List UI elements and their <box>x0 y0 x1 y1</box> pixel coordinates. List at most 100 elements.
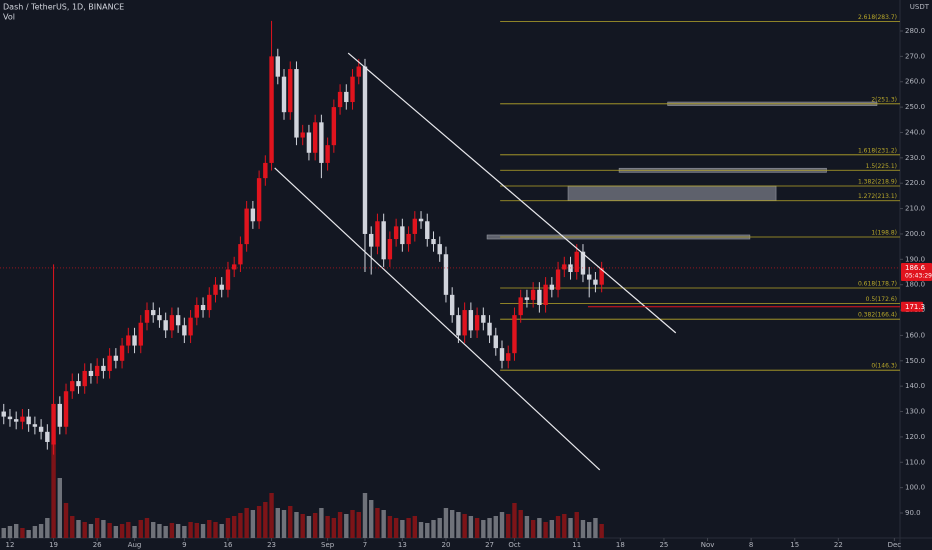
volume-bar <box>456 512 461 538</box>
candle-body <box>244 208 249 245</box>
volume-bar <box>151 522 156 538</box>
candle-body <box>194 304 200 318</box>
candle-body <box>344 91 349 103</box>
candle-body <box>231 264 237 270</box>
candle-body <box>51 403 56 445</box>
volume-bar <box>26 530 31 538</box>
candle-body <box>412 218 418 234</box>
candle-body <box>219 284 224 290</box>
x-tick-label: 12 <box>6 541 15 549</box>
y-tick-label: 250.0 <box>905 103 925 111</box>
volume-bar <box>163 526 168 538</box>
volume-bar <box>175 524 181 538</box>
candle-body <box>200 304 206 311</box>
candle-body <box>599 267 604 285</box>
candle-body <box>574 251 579 273</box>
candle-body <box>263 162 268 179</box>
candle-body <box>113 355 119 361</box>
volume-bar <box>144 518 150 538</box>
volume-bar <box>549 520 555 538</box>
volume-bar <box>543 522 548 538</box>
candle-body <box>312 122 318 153</box>
x-tick-label: 15 <box>790 541 799 549</box>
candle-body <box>468 310 474 331</box>
volume-bar <box>481 520 486 538</box>
candle-body <box>456 315 461 336</box>
level-label: 171.3 <box>905 303 925 311</box>
x-tick-label: 7 <box>363 541 367 549</box>
y-tick-label: 240.0 <box>905 128 925 136</box>
volume-bar <box>362 493 368 538</box>
volume-bar <box>574 512 579 538</box>
candle-body <box>499 348 505 361</box>
x-tick-label: 19 <box>49 541 58 549</box>
y-tick-label: 140.0 <box>905 382 925 390</box>
volume-bar <box>587 522 592 538</box>
volume-bar <box>45 518 50 538</box>
candle-body <box>256 178 262 222</box>
x-tick-label: 25 <box>659 541 668 549</box>
candle-body <box>319 122 324 163</box>
candle-body <box>356 66 361 77</box>
candle-body <box>63 391 69 427</box>
volume-bar <box>250 510 256 538</box>
candle-body <box>524 297 530 300</box>
candle-body <box>213 284 218 295</box>
volume-bar <box>200 524 206 538</box>
currency-label: USDT <box>910 3 930 11</box>
candle-body <box>462 310 467 336</box>
candle-body <box>555 269 561 290</box>
volume-bar <box>188 522 193 538</box>
axes: 90.0 100.0 110.0 120.0 130.0 140.0 150.0 160.0 1… <box>6 27 932 549</box>
fib-label: 2(251.3) <box>871 96 897 103</box>
candle-body <box>425 221 430 240</box>
volume-bar <box>493 516 498 538</box>
plot-area: 2.618(283.7) 2(251.3) 1.618(231.2) 1.5(225.… <box>0 14 900 538</box>
volume-bar <box>1 528 6 538</box>
y-tick-label: 280.0 <box>905 27 925 35</box>
volume-bar <box>356 512 361 538</box>
countdown: 05:43:29 <box>905 272 932 279</box>
volume-bar <box>350 510 355 538</box>
candle-body <box>474 315 480 331</box>
candle-body <box>275 56 280 77</box>
volume-bar <box>63 503 69 538</box>
volume-bar <box>524 516 530 538</box>
candle-body <box>157 315 162 321</box>
y-tick-label: 150.0 <box>905 357 925 365</box>
x-tick-label: Dec <box>888 541 902 549</box>
y-tick-label: 110.0 <box>905 458 925 466</box>
x-tick-label: 23 <box>267 541 276 549</box>
volume-bar <box>38 524 44 538</box>
volume-bar <box>344 514 349 538</box>
x-tick-label: 26 <box>93 541 102 549</box>
candle-body <box>487 322 492 336</box>
candle-body <box>506 353 511 361</box>
volume-bar <box>275 508 280 538</box>
candle-body <box>387 239 393 260</box>
volume-bar <box>437 518 442 538</box>
candle-body <box>288 69 293 113</box>
y-tick-label: 230.0 <box>905 154 925 162</box>
candle-body <box>13 419 19 422</box>
candle-body <box>57 403 62 427</box>
candle-body <box>562 264 567 270</box>
candle-body <box>38 426 44 432</box>
candle-body <box>175 315 181 326</box>
candle-body <box>238 244 243 265</box>
volume-bar <box>375 508 380 538</box>
candle-body <box>337 91 343 108</box>
candle-body <box>481 315 486 323</box>
y-tick-label: 180.0 <box>905 281 925 289</box>
volume-bar <box>555 516 561 538</box>
candle-body <box>250 208 256 222</box>
volume-bar <box>530 520 536 538</box>
last-price-box <box>901 262 932 281</box>
volume-bar <box>182 526 187 538</box>
volume-bar <box>51 443 56 538</box>
volume-bar <box>20 528 25 538</box>
volume-bar <box>300 514 305 538</box>
candle-body <box>138 322 143 346</box>
y-tick-label: 220.0 <box>905 179 925 187</box>
x-tick-label: 16 <box>223 541 232 549</box>
